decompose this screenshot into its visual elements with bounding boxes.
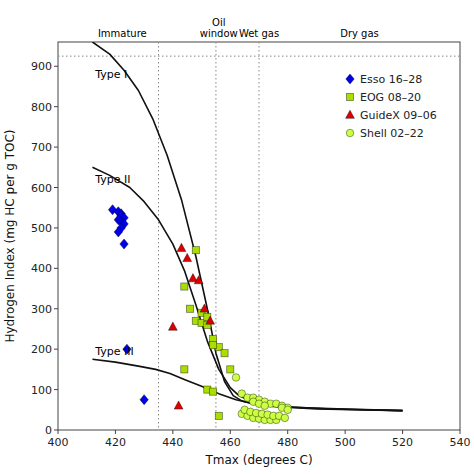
y-tick — [54, 227, 58, 228]
y-tick — [54, 187, 58, 188]
x-tick-label: 500 — [335, 436, 356, 449]
data-point — [181, 283, 188, 290]
data-point — [192, 247, 199, 254]
data-point — [177, 243, 186, 251]
y-tick — [54, 430, 58, 431]
axes: 400 420 440 460 480 500 520 540 0 100 200 300 400 500… — [31, 60, 471, 449]
data-point — [209, 342, 216, 349]
type-label: Type I — [94, 68, 127, 81]
data-point — [120, 239, 128, 249]
zone-label-line: Dry gas — [340, 28, 379, 39]
x-tick — [172, 430, 173, 434]
legend-label: GuideX 09–06 — [360, 109, 437, 122]
zone-boundary — [215, 42, 216, 430]
reference-line — [58, 56, 460, 57]
scatter-series — [232, 374, 291, 424]
y-tick-label: 300 — [31, 303, 52, 316]
data-point — [181, 366, 188, 373]
x-tick — [115, 430, 116, 434]
zone-label-line: Oil — [212, 17, 225, 28]
data-point — [261, 402, 269, 410]
y-tick — [54, 147, 58, 148]
data-point — [187, 305, 194, 312]
zone-label: Dry gas — [340, 28, 379, 39]
y-tick — [54, 308, 58, 309]
x-tick-label: 520 — [392, 436, 413, 449]
scatter-series — [168, 243, 214, 409]
y-tick — [54, 106, 58, 107]
legend-label: Esso 16–28 — [360, 73, 422, 86]
x-tick-label: 420 — [105, 436, 126, 449]
x-axis-label: Tmax (degrees C) — [204, 453, 312, 467]
scatter-series — [108, 205, 148, 405]
data-point — [168, 322, 177, 330]
y-tick — [54, 389, 58, 390]
zone-label: Wet gas — [239, 28, 279, 39]
y-axis-label: Hydrogen Index (mg HC per g TOC) — [3, 129, 17, 342]
zone-label: Oilwindow — [200, 17, 238, 39]
data-point — [114, 227, 122, 237]
data-point — [209, 388, 216, 395]
scatter-series — [181, 247, 234, 420]
y-tick-label: 100 — [31, 384, 52, 397]
legend-label: EOG 08–20 — [360, 91, 421, 104]
chart: 400 420 440 460 480 500 520 540 0 100 200 300 400 500… — [0, 0, 474, 474]
x-tick — [287, 430, 288, 434]
maturity-curve — [92, 42, 402, 411]
maturity-curve — [92, 167, 402, 410]
zone-boundary — [158, 42, 159, 430]
data-point — [200, 304, 209, 312]
y-tick-label: 800 — [31, 101, 52, 114]
legend-marker — [346, 93, 353, 100]
data-point — [284, 406, 292, 414]
y-tick-label: 600 — [31, 182, 52, 195]
x-tick — [460, 430, 461, 434]
legend-marker — [346, 129, 354, 137]
plot-area — [58, 42, 460, 430]
legend: Esso 16–28 EOG 08–20 GuideX 09–06 Shell 02–… — [346, 73, 437, 140]
type-label: Type II — [94, 173, 130, 186]
data-point — [232, 374, 240, 382]
data-point — [174, 401, 183, 409]
data-point — [140, 395, 148, 405]
x-tick-label: 540 — [450, 436, 471, 449]
y-tick-label: 500 — [31, 222, 52, 235]
data-point — [281, 414, 289, 422]
x-tick — [345, 430, 346, 434]
y-tick-label: 900 — [31, 60, 52, 73]
x-tick-label: 480 — [277, 436, 298, 449]
data-point — [227, 366, 234, 373]
data-point — [221, 350, 228, 357]
x-tick — [230, 430, 231, 434]
data-point — [206, 316, 215, 324]
legend-marker — [346, 74, 354, 84]
x-tick — [58, 430, 59, 434]
x-tick-label: 400 — [48, 436, 69, 449]
legend-marker — [346, 110, 355, 118]
y-tick — [54, 349, 58, 350]
x-tick-label: 460 — [220, 436, 241, 449]
type-label: Type III — [94, 345, 134, 358]
data-point — [183, 253, 192, 261]
maturity-curve — [92, 359, 402, 410]
y-tick-label: 200 — [31, 343, 52, 356]
y-tick-label: 700 — [31, 141, 52, 154]
y-tick-label: 400 — [31, 262, 52, 275]
zone-label-line: window — [200, 28, 238, 39]
x-tick — [402, 430, 403, 434]
y-tick — [54, 66, 58, 67]
y-tick — [54, 268, 58, 269]
zone-label: Immature — [98, 28, 147, 39]
legend-label: Shell 02–22 — [360, 127, 424, 140]
zone-label-line: Immature — [98, 28, 147, 39]
plot-frame — [58, 42, 460, 430]
zone-label-line: Wet gas — [239, 28, 279, 39]
data-point — [215, 412, 222, 419]
x-tick-label: 440 — [162, 436, 183, 449]
zone-boundary — [259, 42, 260, 430]
data-point — [194, 276, 203, 284]
y-tick-label: 0 — [45, 424, 52, 437]
